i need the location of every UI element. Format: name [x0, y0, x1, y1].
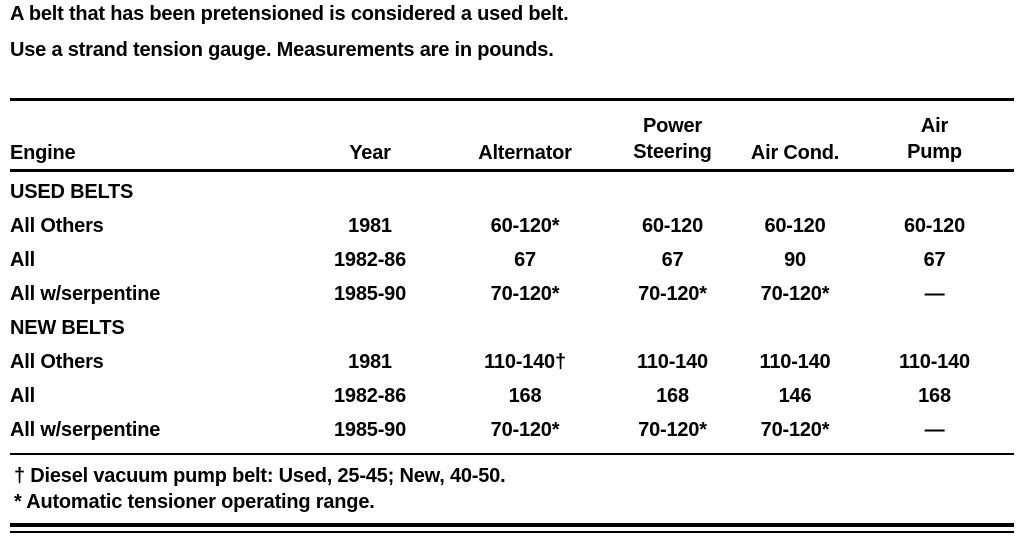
cell-year: 1981 [348, 215, 392, 237]
cell-air-pump: 67 [923, 249, 946, 271]
table-row: All Others 1981 60-120* 60-120 60-120 60… [10, 209, 1014, 243]
cell-engine: All w/serpentine [10, 283, 161, 305]
table-bottom-double-rule [10, 523, 1014, 533]
column-header-air-cond: Air Cond. [750, 142, 840, 164]
cell-year: 1982-86 [334, 385, 406, 407]
footnote-asterisk: * Automatic tensioner operating range. [14, 491, 375, 513]
cell-alternator: 70-120* [490, 419, 560, 441]
cell-air-pump: 168 [918, 385, 951, 407]
cell-year: 1981 [348, 351, 392, 373]
cell-year: 1982-86 [334, 249, 406, 271]
intro-line-1: A belt that has been pretensioned is con… [10, 3, 569, 25]
column-header-alternator: Alternator [478, 142, 572, 164]
cell-engine: All Others [10, 215, 104, 237]
table-top-rule [10, 98, 1014, 101]
cell-year: 1985-90 [334, 283, 406, 305]
table-row: All w/serpentine 1985-90 70-120* 70-120*… [10, 413, 1014, 447]
column-header-power-steering-line1: Power [642, 115, 703, 137]
intro-line-2: Use a strand tension gauge. Measurements… [10, 39, 554, 61]
cell-alternator: 168 [508, 385, 542, 407]
table-row: All 1982-86 168 168 146 168 [10, 379, 1014, 413]
cell-air-pump: — [924, 419, 945, 441]
header-bottom-rule [10, 169, 1014, 172]
cell-power-steering: 67 [661, 249, 684, 271]
cell-air-pump: — [924, 283, 945, 305]
footnotes: † Diesel vacuum pump belt: Used, 25-45; … [10, 463, 1014, 515]
cell-alternator: 70-120* [490, 283, 560, 305]
cell-air-cond: 90 [784, 249, 806, 271]
table-row: All Others 1981 110-140† 110-140 110-140… [10, 345, 1014, 379]
footnote-dagger: † Diesel vacuum pump belt: Used, 25-45; … [14, 465, 506, 487]
body-bottom-rule [10, 453, 1014, 455]
cell-power-steering: 60-120 [641, 215, 704, 237]
column-header-engine: Engine [10, 142, 76, 164]
cell-year: 1985-90 [334, 419, 406, 441]
section-title-used-belts: USED BELTS [10, 181, 134, 203]
bottom-rule-heavy [10, 523, 1014, 527]
column-header-power-steering: Power Steering [610, 113, 735, 165]
cell-power-steering: 168 [656, 385, 689, 407]
table-row: All 1982-86 67 67 90 67 [10, 243, 1014, 277]
cell-air-cond: 146 [778, 385, 812, 407]
cell-engine: All Others [10, 351, 104, 373]
cell-alternator: 60-120* [490, 215, 560, 237]
cell-air-pump: 110-140 [899, 351, 970, 373]
cell-engine: All w/serpentine [10, 419, 161, 441]
column-header-air-pump: Air Pump [855, 113, 1014, 165]
cell-alternator: 110-140† [484, 351, 566, 373]
bottom-rule-light [10, 531, 1014, 533]
cell-engine: All [10, 385, 35, 407]
column-header-air-pump-line1: Air [920, 115, 949, 137]
column-header-air-pump-line2: Pump [907, 141, 962, 163]
cell-alternator: 67 [514, 249, 536, 271]
table-row: All w/serpentine 1985-90 70-120* 70-120*… [10, 277, 1014, 311]
table-body: USED BELTS All Others 1981 60-120* 60-12… [10, 175, 1014, 447]
cell-air-cond: 110-140 [759, 351, 831, 373]
section-title-new-belts: NEW BELTS [10, 317, 125, 339]
cell-engine: All [10, 249, 35, 271]
cell-power-steering: 110-140 [637, 351, 708, 373]
table-header-row: Engine Year Alternator Power Steering Ai… [10, 101, 1014, 169]
cell-power-steering: 70-120* [638, 419, 707, 441]
cell-air-cond: 70-120* [760, 419, 830, 441]
cell-power-steering: 70-120* [638, 283, 707, 305]
column-header-power-steering-line2: Steering [633, 141, 712, 163]
cell-air-cond: 70-120* [760, 283, 830, 305]
cell-air-cond: 60-120 [764, 215, 826, 237]
cell-air-pump: 60-120 [903, 215, 966, 237]
column-header-year: Year [349, 142, 391, 164]
